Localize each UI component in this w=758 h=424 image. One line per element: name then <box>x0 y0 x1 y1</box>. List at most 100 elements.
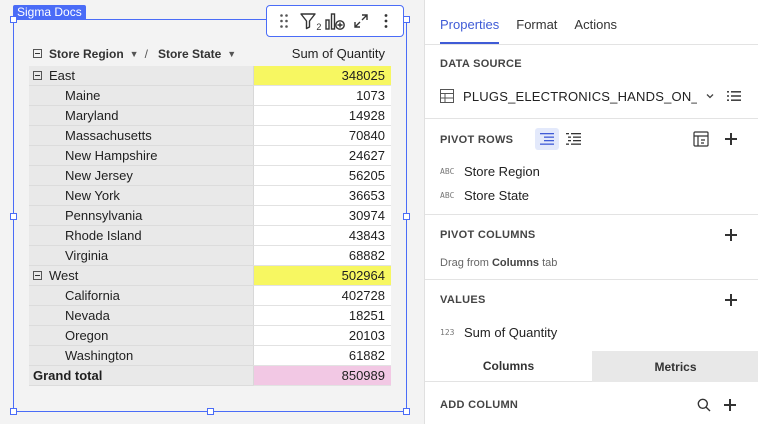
pivot-columns-hint: Drag from Columns tab <box>440 257 557 269</box>
outline-layout-icon[interactable] <box>563 131 583 147</box>
add-column-button[interactable] <box>724 399 736 411</box>
tab-properties[interactable]: Properties <box>440 17 500 44</box>
state-value-cell[interactable]: 14928 <box>253 106 391 126</box>
pivot-state-row: Virginia 68882 <box>29 246 391 266</box>
state-name-cell: Virginia <box>29 246 253 266</box>
pivot-row-field[interactable]: ABC Store Region <box>440 162 540 180</box>
state-name-cell: Nevada <box>29 306 253 326</box>
hint-suffix: tab <box>539 257 558 269</box>
value-header[interactable]: Sum of Quantity <box>291 46 385 61</box>
more-icon[interactable] <box>374 9 398 33</box>
pivot-rows-title: PIVOT ROWS <box>440 134 514 146</box>
data-source-name: PLUGS_ELECTRONICS_HANDS_ON_L... <box>463 88 697 104</box>
resize-handle-left[interactable] <box>10 213 17 220</box>
chevron-down-icon[interactable]: ▼ <box>227 48 237 59</box>
state-value-cell[interactable]: 1073 <box>253 86 391 106</box>
hint-columns-link: Columns <box>491 257 540 269</box>
grand-total-value[interactable]: 850989 <box>253 366 391 386</box>
column-metric-tabs: Columns Metrics <box>425 351 758 382</box>
resize-handle-top-left[interactable] <box>10 16 17 23</box>
state-name-cell: Maryland <box>29 106 253 126</box>
state-value-cell[interactable]: 68882 <box>253 246 391 266</box>
state-value-cell[interactable]: 36653 <box>253 186 391 206</box>
pivot-columns-title: PIVOT COLUMNS <box>440 229 536 241</box>
state-name-cell: Oregon <box>29 326 253 346</box>
region-label-cell: West <box>29 266 253 286</box>
collapse-icon[interactable] <box>33 71 42 80</box>
add-chart-icon[interactable] <box>323 9 347 33</box>
pivot-rows-section: PIVOT ROWS <box>425 119 758 215</box>
pivot-region-row: West 502964 <box>29 266 391 286</box>
add-pivot-column-button[interactable] <box>725 229 737 241</box>
row-header-separator: / <box>144 46 148 61</box>
state-value-cell[interactable]: 61882 <box>253 346 391 366</box>
pivot-state-row: Nevada 18251 <box>29 306 391 326</box>
row-headers: Store Region ▼ / Store State ▼ <box>29 47 253 61</box>
values-title: VALUES <box>440 294 486 306</box>
pivot-state-row: New Hampshire 24627 <box>29 146 391 166</box>
pivot-state-row: Maryland 14928 <box>29 106 391 126</box>
element-name-tag[interactable]: Sigma Docs <box>13 5 86 20</box>
pivot-row-field[interactable]: ABC Store State <box>440 186 529 204</box>
data-source-title: DATA SOURCE <box>440 58 522 70</box>
list-icon[interactable] <box>727 90 741 102</box>
region-total-cell[interactable]: 348025 <box>253 66 391 86</box>
resize-handle-top-right[interactable] <box>403 16 410 23</box>
pivot-header-row: Store Region ▼ / Store State ▼ Sum of Qu… <box>29 41 391 66</box>
pivot-body: East 348025 Maine 1073 Maryland 14928 Massachu… <box>29 66 391 386</box>
add-pivot-row-button[interactable] <box>725 133 737 145</box>
expand-icon[interactable] <box>349 9 373 33</box>
pivot-region-row: East 348025 <box>29 66 391 86</box>
region-name: West <box>49 268 79 283</box>
tab-metrics[interactable]: Metrics <box>592 351 758 382</box>
row-header-store-region[interactable]: Store Region <box>49 46 124 61</box>
resize-handle-bottom-left[interactable] <box>10 408 17 415</box>
drag-handle-icon[interactable] <box>272 9 296 33</box>
state-value-cell[interactable]: 70840 <box>253 126 391 146</box>
state-value-cell[interactable]: 402728 <box>253 286 391 306</box>
grand-total-label: Grand total <box>29 366 253 386</box>
pivot-row-field-label: Store State <box>464 187 530 203</box>
pivot-state-row: Maine 1073 <box>29 86 391 106</box>
chevron-down-icon[interactable] <box>705 91 715 101</box>
row-header-store-state[interactable]: Store State <box>157 46 222 61</box>
chevron-down-icon[interactable]: ▼ <box>129 48 139 59</box>
value-field-label: Sum of Quantity <box>464 324 558 340</box>
resize-handle-bottom-right[interactable] <box>403 408 410 415</box>
state-name-cell: New Jersey <box>29 166 253 186</box>
properties-panel: Properties Format Actions DATA SOURCE PL… <box>424 0 758 424</box>
resize-handle-right[interactable] <box>403 213 410 220</box>
state-value-cell[interactable]: 30974 <box>253 206 391 226</box>
search-icon[interactable] <box>697 398 711 412</box>
pivot-state-row: Oregon 20103 <box>29 326 391 346</box>
collapse-all-icon[interactable] <box>33 49 42 58</box>
collapse-icon[interactable] <box>33 271 42 280</box>
state-value-cell[interactable]: 18251 <box>253 306 391 326</box>
state-value-cell[interactable]: 43843 <box>253 226 391 246</box>
panel-tabs: Properties Format Actions <box>425 0 758 45</box>
filter-icon[interactable]: 2 <box>297 9 321 33</box>
element-toolbar: 2 <box>266 5 404 37</box>
data-source-selector[interactable]: PLUGS_ELECTRONICS_HANDS_ON_L... <box>440 87 745 105</box>
state-value-cell[interactable]: 20103 <box>253 326 391 346</box>
state-name-cell: Maine <box>29 86 253 106</box>
pivot-state-row: New York 36653 <box>29 186 391 206</box>
state-value-cell[interactable]: 56205 <box>253 166 391 186</box>
value-field[interactable]: 123 Sum of Quantity <box>440 323 557 341</box>
state-value-cell[interactable]: 24627 <box>253 146 391 166</box>
region-total-cell[interactable]: 502964 <box>253 266 391 286</box>
resize-handle-bottom[interactable] <box>207 408 214 415</box>
state-name-cell: Massachusetts <box>29 126 253 146</box>
data-source-section: DATA SOURCE <box>425 45 758 119</box>
tab-format[interactable]: Format <box>516 17 558 32</box>
tab-actions[interactable]: Actions <box>574 17 618 32</box>
number-type-icon: 123 <box>440 327 455 337</box>
add-value-button[interactable] <box>725 294 737 306</box>
pivot-settings-icon[interactable] <box>693 131 709 147</box>
state-name-cell: New York <box>29 186 253 206</box>
state-name-cell: New Hampshire <box>29 146 253 166</box>
pivot-row-field-label: Store Region <box>464 163 540 179</box>
tab-columns[interactable]: Columns <box>425 351 592 382</box>
text-type-icon: ABC <box>440 166 455 176</box>
align-right-icon[interactable] <box>535 128 559 150</box>
